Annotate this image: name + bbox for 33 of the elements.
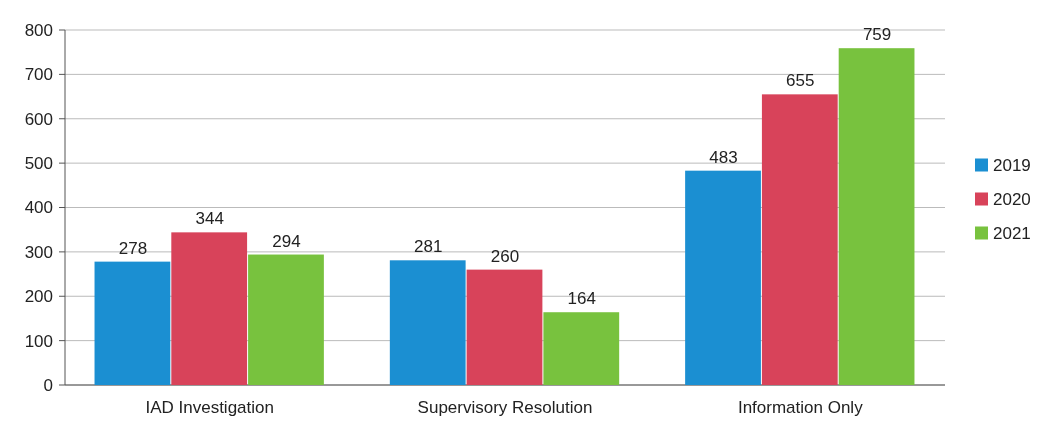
bar: [838, 48, 915, 385]
y-tick-label: 200: [24, 287, 53, 307]
y-tick-label: 700: [24, 65, 53, 85]
y-tick-label: 400: [24, 198, 53, 218]
bar: [466, 269, 543, 385]
legend-label: 2020: [993, 190, 1031, 210]
bar: [171, 232, 248, 385]
data-label: 344: [195, 209, 224, 229]
data-label: 483: [709, 147, 738, 167]
bar: [94, 261, 171, 385]
data-label: 260: [490, 246, 520, 266]
x-tick-label: IAD Investigation: [145, 398, 274, 417]
data-label: 164: [567, 289, 596, 309]
y-tick-label: 500: [24, 154, 53, 174]
data-label: 655: [786, 71, 815, 91]
bar: [389, 260, 466, 385]
x-tick-label: Information Only: [737, 398, 864, 417]
legend-label: 2019: [993, 156, 1031, 176]
y-tick-label: 600: [24, 109, 53, 129]
data-label: 278: [118, 238, 148, 258]
y-tick-label: 0: [43, 375, 53, 395]
legend-label: 2021: [993, 224, 1031, 244]
bar: [761, 94, 838, 385]
y-tick-label: 300: [24, 242, 53, 262]
bar: [685, 170, 761, 385]
data-label: 281: [414, 237, 443, 257]
bar: [543, 312, 620, 385]
x-tick-label: Supervisory Resolution: [417, 398, 593, 417]
data-label: 294: [272, 231, 301, 251]
bar: [248, 254, 324, 385]
data-label: 759: [862, 25, 892, 45]
y-tick-label: 800: [24, 20, 53, 40]
y-tick-label: 100: [24, 331, 53, 351]
